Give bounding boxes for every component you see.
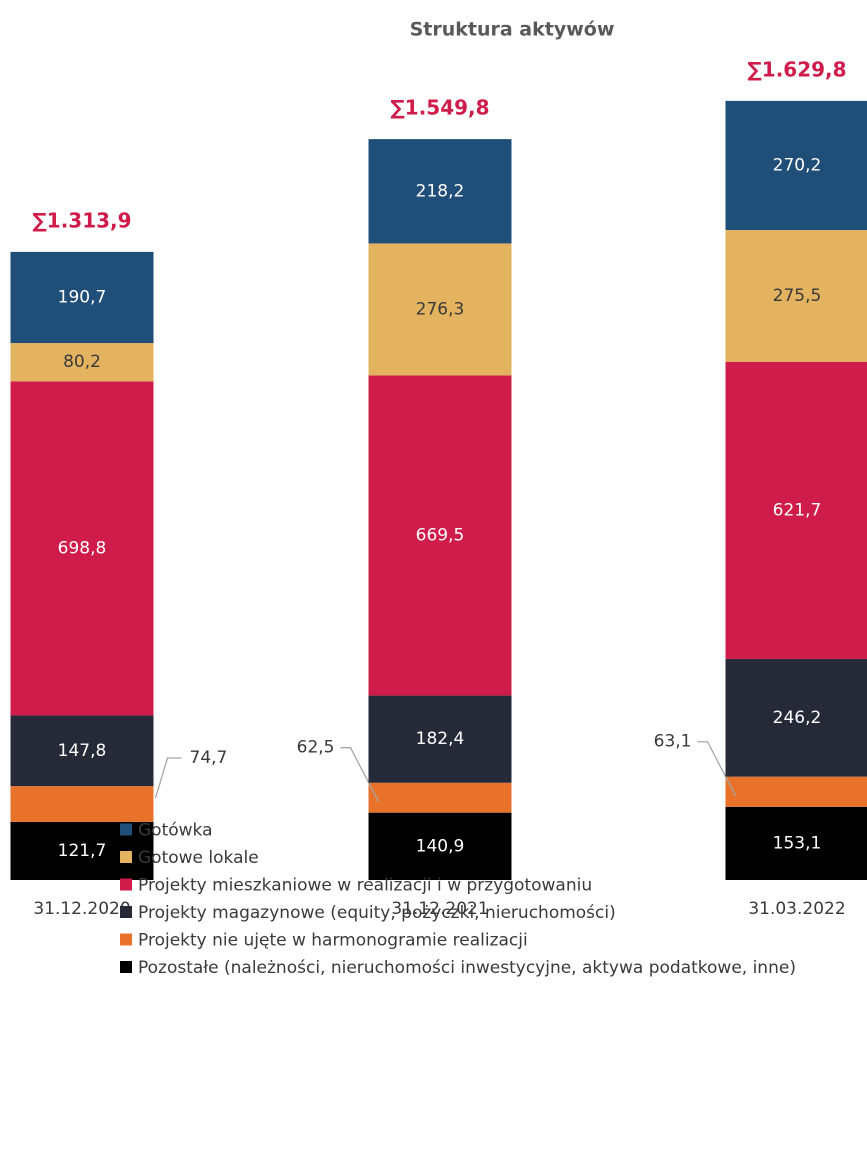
value-label: 153,1 — [773, 833, 822, 853]
x-tick-label: 31.12.2020 — [33, 899, 130, 919]
value-label: 190,7 — [58, 287, 107, 307]
bar-segment — [368, 812, 512, 880]
bar-segment — [10, 343, 154, 382]
leader-line — [340, 747, 380, 803]
legend-label: Gotówka — [138, 821, 213, 841]
value-label: 80,2 — [63, 352, 101, 372]
bar-segment — [725, 230, 867, 362]
bar-segment — [725, 806, 867, 880]
value-label: 74,7 — [190, 748, 228, 768]
value-label: 182,4 — [416, 729, 465, 749]
bar-segment — [368, 243, 512, 376]
legend-swatch — [120, 851, 132, 863]
bar-segment — [10, 251, 154, 344]
bar-segment — [10, 786, 154, 822]
legend-swatch — [120, 961, 132, 973]
value-label: 621,7 — [773, 500, 822, 520]
value-label: 62,5 — [297, 738, 335, 758]
bar-segment — [725, 776, 867, 807]
legend-swatch — [120, 933, 132, 946]
value-label: 698,8 — [58, 538, 107, 558]
legend-swatch — [120, 906, 132, 918]
bar-segment — [368, 695, 512, 783]
chart-title: Struktura aktywów — [410, 19, 615, 41]
x-tick-label: 31.03.2022 — [748, 899, 845, 919]
bar-segment — [368, 375, 512, 696]
bar-segment — [725, 100, 867, 231]
legend-label: Projekty magazynowe (equity, pożyczki, n… — [138, 903, 616, 923]
legend-label: Projekty mieszkaniowe w realizacji i w p… — [138, 876, 592, 896]
value-label: 218,2 — [416, 181, 465, 201]
legend-swatch — [120, 878, 132, 891]
value-label: 246,2 — [773, 708, 822, 728]
total-label: ∑1.629,8 — [747, 57, 846, 81]
value-label: 276,3 — [416, 299, 465, 319]
value-label: 270,2 — [773, 155, 822, 175]
total-label: ∑1.313,9 — [32, 208, 131, 232]
legend-label: Pozostałe (należności, nieruchomości inw… — [138, 958, 796, 978]
bar-segment — [368, 139, 512, 244]
leader-line — [154, 757, 182, 799]
legend-swatch — [120, 823, 132, 836]
legend-label: Gotowe lokale — [138, 848, 259, 868]
leader-line — [697, 741, 737, 797]
value-label: 275,5 — [773, 286, 822, 306]
x-tick-label: 31.12.2021 — [391, 899, 488, 919]
bar-segment — [10, 381, 154, 716]
bar-segment — [368, 782, 512, 813]
value-label: 140,9 — [416, 836, 465, 856]
total-label: ∑1.549,8 — [390, 96, 489, 120]
value-label: 147,8 — [58, 741, 107, 761]
value-label: 669,5 — [416, 526, 465, 546]
value-label: 121,7 — [58, 841, 107, 861]
value-label: 63,1 — [654, 732, 692, 752]
legend-label: Projekty nie ujęte w harmonogramie reali… — [138, 931, 528, 951]
bar-segment — [725, 658, 867, 777]
bar-segment — [725, 361, 867, 659]
bar-segment — [10, 715, 154, 787]
